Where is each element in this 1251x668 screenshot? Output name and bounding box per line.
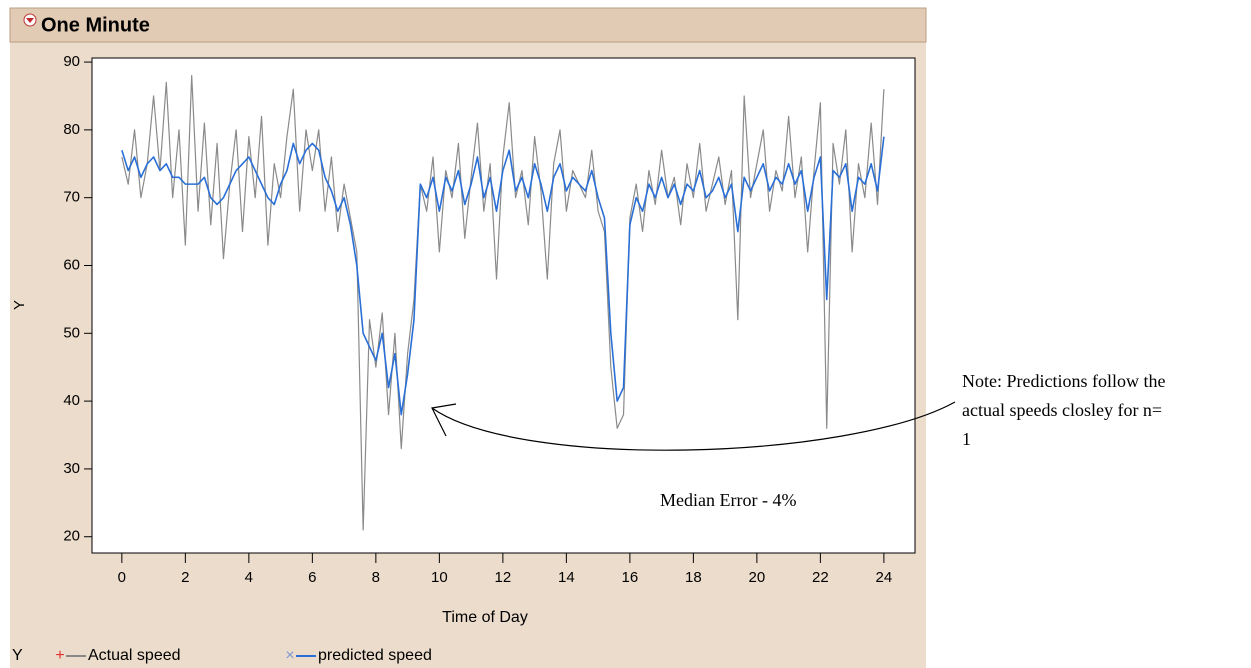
y-tick-label: 90 <box>63 53 80 70</box>
legend-label: predicted speed <box>318 647 432 664</box>
x-tick-label: 14 <box>558 569 575 586</box>
y-tick-label: 60 <box>63 256 80 273</box>
chart-title: One Minute <box>41 14 150 36</box>
legend-title: Y <box>12 647 23 664</box>
series-line <box>121 75 885 531</box>
note-arrowhead <box>431 403 457 437</box>
note-arrow <box>431 401 956 451</box>
y-tick-label: 70 <box>63 189 80 206</box>
annotation: Median Error - 4% <box>660 490 796 510</box>
x-tick-label: 0 <box>118 569 126 586</box>
x-tick-label: 12 <box>495 569 512 586</box>
y-tick-label: 30 <box>63 460 80 477</box>
x-tick-label: 8 <box>372 569 380 586</box>
note-line: 1 <box>962 429 971 449</box>
x-axis-label: Time of Day <box>442 609 528 626</box>
y-tick-label: 80 <box>63 121 80 138</box>
legend-marker: × <box>285 647 294 664</box>
x-tick-label: 20 <box>749 569 766 586</box>
note-line: Note: Predictions follow the <box>962 371 1165 391</box>
y-tick-label: 20 <box>63 528 80 545</box>
x-tick-label: 2 <box>181 569 189 586</box>
x-tick-label: 4 <box>245 569 253 586</box>
x-tick-label: 10 <box>431 569 448 586</box>
header-bar <box>9 7 927 43</box>
x-tick-label: 6 <box>308 569 316 586</box>
y-tick-label: 50 <box>63 324 80 341</box>
note-line: actual speeds closley for n= <box>962 400 1162 420</box>
y-tick-label: 40 <box>63 392 80 409</box>
x-tick-label: 24 <box>876 569 893 586</box>
x-tick-label: 16 <box>622 569 639 586</box>
legend: + Actual speed × predicted speed <box>55 647 432 664</box>
disclosure-arrow <box>26 18 34 23</box>
series-line <box>121 136 885 416</box>
legend-marker: + <box>55 647 64 664</box>
x-tick-label: 18 <box>685 569 702 586</box>
plot-area <box>91 57 916 554</box>
legend-label: Actual speed <box>88 647 181 664</box>
x-tick-label: 22 <box>812 569 829 586</box>
y-axis-label: Y <box>11 300 28 310</box>
